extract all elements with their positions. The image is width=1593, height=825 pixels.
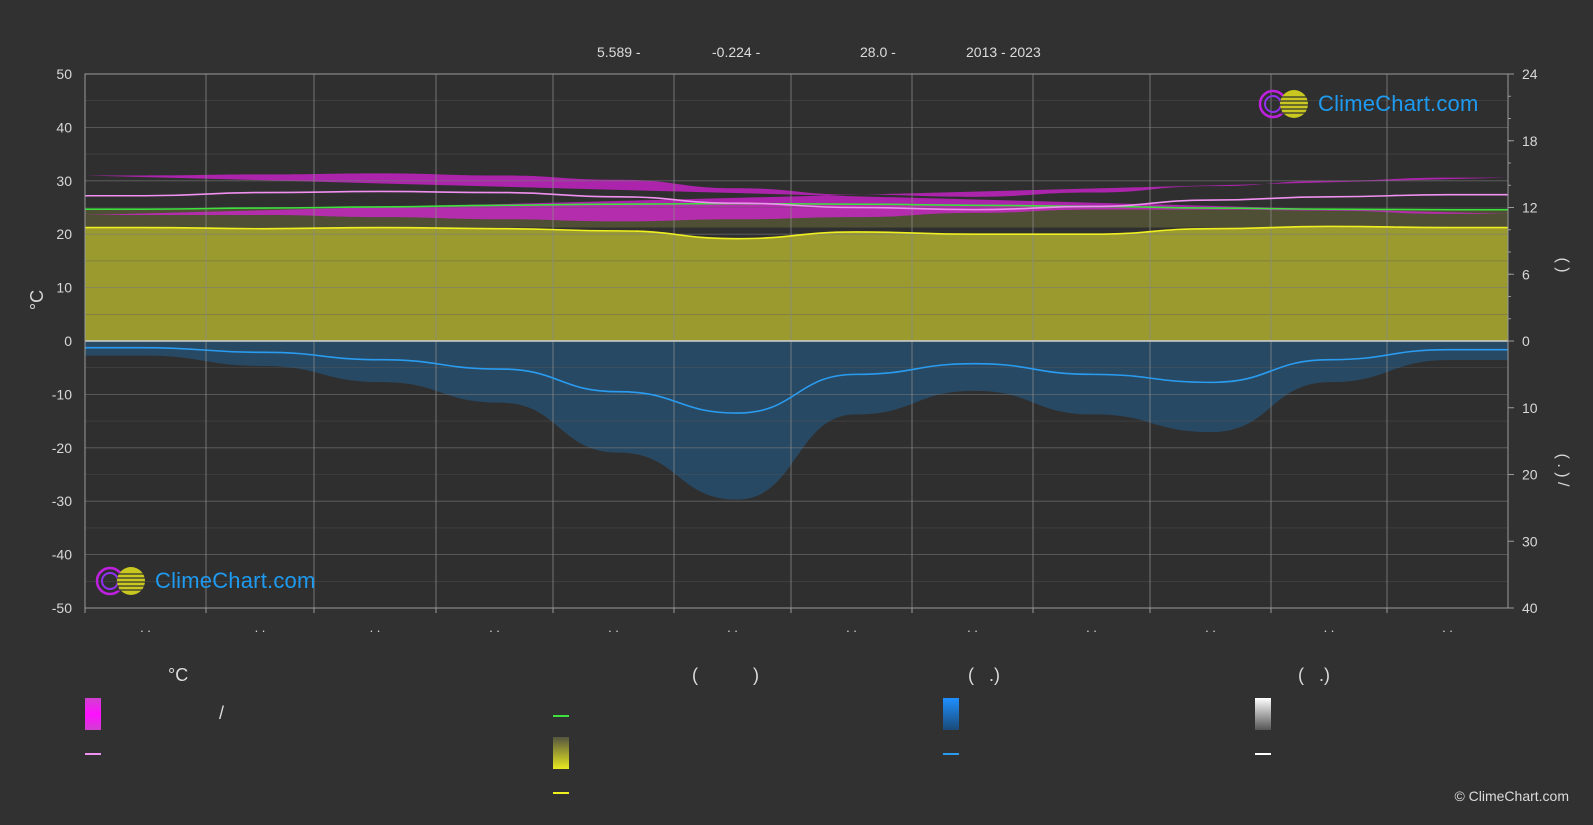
x-month-label: . .: [255, 620, 266, 635]
legend-sunshine-mean-line: [553, 792, 569, 794]
legend-temp-range-swatch: [85, 698, 101, 730]
y-left-tick-label: -20: [52, 440, 72, 456]
x-month-label: . .: [967, 620, 978, 635]
latitude-label: 5.589 -: [597, 44, 641, 60]
legend-temp-mean-line: [85, 753, 101, 755]
y-right-top-tick-label: 24: [1522, 66, 1538, 82]
legend-sunshine-swatch: [553, 737, 569, 769]
y-left-axis-label: °C: [27, 290, 47, 310]
y-left-tick-label: 20: [56, 226, 72, 242]
chart-axes: 50 40 30 20 10 0 -10 -20 -30 -40 -50 °C 24 18 12 6 0 10 20…: [27, 66, 1571, 635]
elevation-label: 28.0 -: [860, 44, 896, 60]
y-left-tick-label: -10: [52, 386, 72, 402]
logo-text: ClimeChart.com: [155, 568, 316, 593]
y-left-tick-label: 50: [56, 66, 72, 82]
y-right-bottom-tick-label: 20: [1522, 467, 1538, 483]
x-month-label: . .: [140, 620, 151, 635]
x-month-label: . .: [489, 620, 500, 635]
x-month-label: . .: [1442, 620, 1453, 635]
copyright: © ClimeChart.com: [1454, 788, 1569, 804]
x-month-label: . .: [1205, 620, 1216, 635]
x-month-label: . .: [370, 620, 381, 635]
y-right-top-tick-label: 0: [1522, 333, 1530, 349]
legend-temperature-title: °C: [168, 665, 189, 685]
x-month-label: . .: [1086, 620, 1097, 635]
sunshine-mean-line: [85, 225, 1508, 240]
climechart-logo-icon: [1258, 89, 1308, 119]
y-right-top-tick-label: 6: [1522, 266, 1530, 282]
longitude-label: -0.224 -: [712, 44, 761, 60]
y-left-tick-label: -50: [52, 600, 72, 616]
y-left-tick-label: -30: [52, 493, 72, 509]
precipitation-band: [85, 341, 1508, 500]
logo-top: ClimeChart.com: [1258, 88, 1479, 120]
legend-daylight-line: [553, 715, 569, 717]
sunshine-band: [85, 226, 1508, 341]
x-month-label: . .: [1324, 620, 1335, 635]
precipitation-mean-line: [85, 346, 1508, 414]
legend-snow-title: ( .): [1298, 665, 1330, 685]
logo-text: ClimeChart.com: [1318, 91, 1479, 116]
y-left-tick-label: 10: [56, 280, 72, 296]
legend-snow-mean-line: [1255, 753, 1271, 755]
logo-bottom: ClimeChart.com: [95, 565, 316, 597]
years-label: 2013 - 2023: [966, 44, 1041, 60]
y-left-tick-label: 0: [64, 333, 72, 349]
chart-grid: [84, 73, 1509, 609]
y-right-bottom-tick-label: 10: [1522, 400, 1538, 416]
y-left-tick-label: -40: [52, 547, 72, 563]
y-right-bottom-tick-label: 30: [1522, 533, 1538, 549]
y-right-bottom-axis-label: ( . ) /: [1554, 454, 1571, 487]
y-right-top-tick-label: 18: [1522, 133, 1538, 149]
y-left-tick-label: 40: [56, 119, 72, 135]
climechart-logo-icon: [95, 566, 145, 596]
x-month-label: . .: [727, 620, 738, 635]
legend-precip-mean-line: [943, 753, 959, 755]
legend-precip-swatch: [943, 698, 959, 730]
x-month-label: . .: [608, 620, 619, 635]
y-right-top-tick-label: 12: [1522, 200, 1538, 216]
legend-sun-title: ( ): [692, 665, 759, 685]
x-month-label: . .: [846, 620, 857, 635]
legend-snow-swatch: [1255, 698, 1271, 730]
y-right-top-axis-label: ( ): [1554, 257, 1571, 272]
daylight-line: [84, 202, 1508, 211]
temperature-mean-line: [85, 190, 1508, 211]
legend-temp-slash: /: [219, 703, 225, 723]
legend-rain-title: ( .): [968, 665, 1000, 685]
y-right-bottom-tick-label: 40: [1522, 600, 1538, 616]
y-left-tick-label: 30: [56, 173, 72, 189]
chart-lines: [84, 190, 1508, 414]
temperature-range-band: [85, 173, 1508, 222]
